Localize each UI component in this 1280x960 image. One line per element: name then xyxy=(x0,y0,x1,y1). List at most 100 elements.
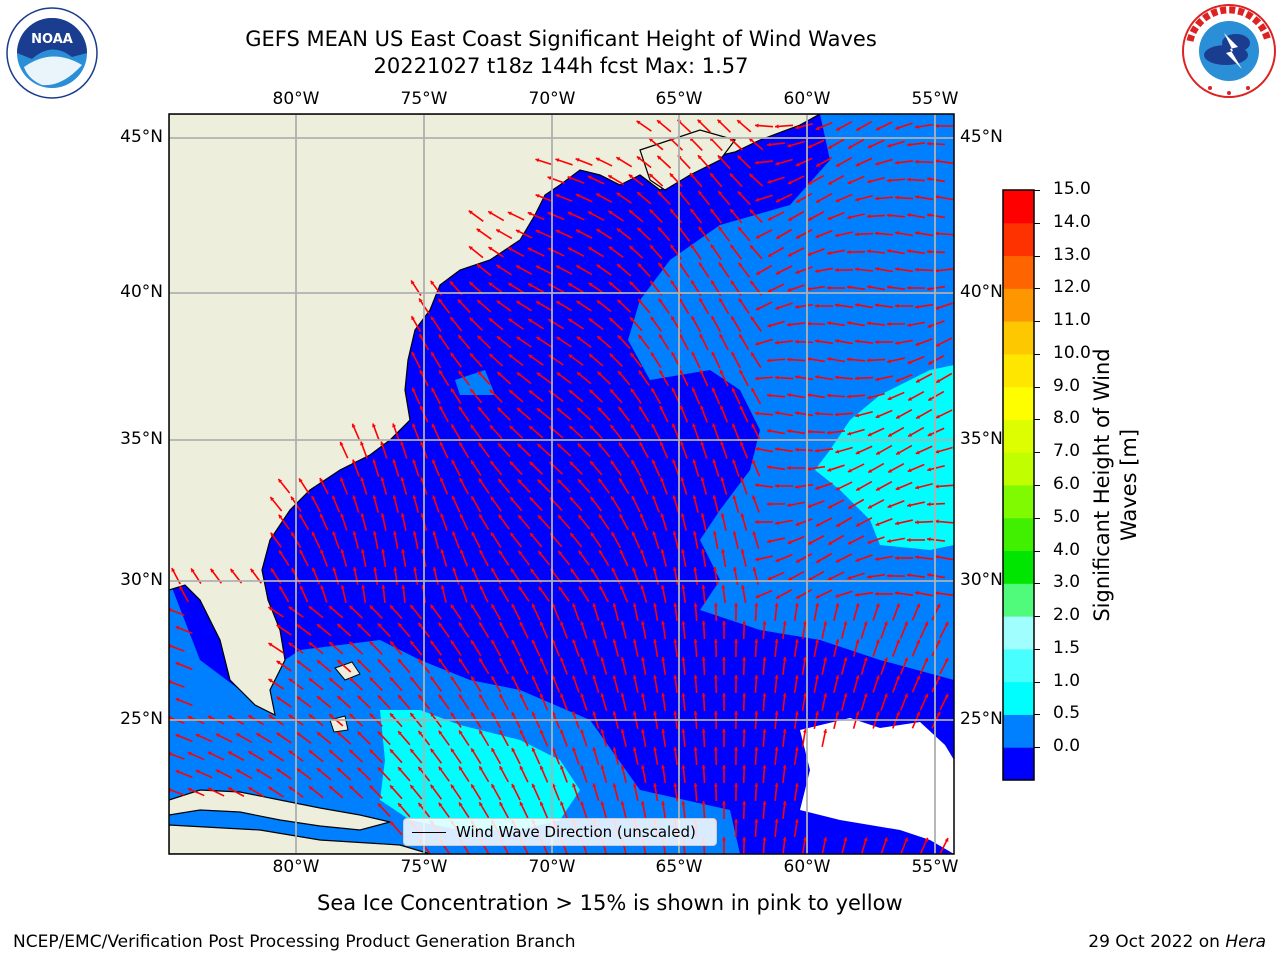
wave-arrow-head xyxy=(320,549,324,554)
wave-arrow-head xyxy=(935,449,940,454)
wave-arrow-head xyxy=(681,765,686,769)
wave-arrow-head xyxy=(775,558,780,562)
wave-arrow-head xyxy=(640,585,645,590)
wave-arrow-head xyxy=(907,177,911,182)
wave-arrow-head xyxy=(649,209,654,214)
wave-arrow-head xyxy=(597,336,602,340)
wave-arrow-head xyxy=(547,211,552,216)
wave-arrow-head xyxy=(794,783,799,787)
wave-arrow-head xyxy=(742,621,747,625)
wave-arrow-head xyxy=(276,732,281,737)
wave-arrow-head xyxy=(928,360,933,365)
wave-arrow-head xyxy=(935,555,939,560)
wave-arrow-head xyxy=(278,478,283,483)
wave-arrow-head xyxy=(734,747,739,751)
wave-arrow-head xyxy=(712,495,717,500)
credit-line: NCEP/EMC/Verification Post Processing Pr… xyxy=(13,932,576,952)
wave-arrow-head xyxy=(560,621,564,626)
y-tick: 30°N xyxy=(120,570,163,590)
colorbar-cell xyxy=(1003,550,1034,584)
wave-arrow-head xyxy=(320,585,325,590)
wave-arrow-head xyxy=(915,195,919,200)
wave-arrow-head xyxy=(795,339,799,344)
wave-arrow-head xyxy=(491,640,496,645)
wave-arrow-head xyxy=(637,227,642,232)
wave-arrow-head xyxy=(552,711,556,716)
wave-arrow-head xyxy=(319,513,324,518)
wave-arrow-head xyxy=(619,478,623,483)
wave-arrow-head xyxy=(742,765,747,769)
wave-arrow-head xyxy=(847,575,852,580)
wave-arrow-head xyxy=(755,234,760,239)
colorbar-tick: 1.0 xyxy=(1053,670,1081,691)
wave-arrow-head xyxy=(497,407,502,412)
wave-arrow-head xyxy=(511,747,516,752)
wave-arrow-head xyxy=(419,298,423,303)
wave-arrow-head xyxy=(175,662,180,666)
colorbar-cell xyxy=(1003,616,1034,650)
colorbar-cell xyxy=(1003,222,1034,257)
wave-arrow-head xyxy=(652,495,656,500)
wave-arrow-head xyxy=(357,767,362,772)
wave-arrow-head xyxy=(496,229,501,234)
wave-arrow-head xyxy=(752,495,757,500)
wave-arrow-head xyxy=(692,531,697,535)
wave-arrow-head xyxy=(935,195,939,200)
wave-arrow-head xyxy=(398,695,402,700)
wave-arrow-head xyxy=(390,677,394,682)
wave-arrow-head xyxy=(519,765,524,770)
wave-arrow-head xyxy=(256,733,261,737)
wave-arrow-head xyxy=(459,513,464,518)
wave-arrow-head xyxy=(718,262,723,267)
wave-arrow-head xyxy=(802,621,807,625)
wave-arrow-head xyxy=(658,298,663,303)
wave-arrow-head xyxy=(556,265,561,270)
wave-arrow-head xyxy=(451,459,456,464)
wave-arrow-head xyxy=(721,801,726,805)
wave-arrow-head xyxy=(619,514,624,519)
wave-arrow-head xyxy=(528,283,533,288)
wave-zone-0.5-b xyxy=(455,370,495,395)
wave-arrow-head xyxy=(499,802,504,807)
wave-arrow-head xyxy=(775,270,780,275)
wave-arrow-head xyxy=(250,568,255,573)
wave-arrow-head xyxy=(752,567,757,572)
wave-arrow-head xyxy=(875,377,880,382)
wave-arrow-head xyxy=(895,378,900,382)
wave-arrow-head xyxy=(693,603,698,607)
nodata-zone xyxy=(800,718,954,854)
wave-arrow-head xyxy=(469,281,474,286)
wave-arrow-head xyxy=(904,657,908,662)
wave-arrow-head xyxy=(835,711,840,716)
wave-arrow-head xyxy=(787,502,791,508)
wave-arrow-head xyxy=(807,144,812,149)
wave-arrow-head xyxy=(734,639,739,643)
y-tick: 35°N xyxy=(960,429,1003,449)
wave-arrow-head xyxy=(690,244,695,249)
wave-arrow-head xyxy=(823,621,828,625)
wave-arrow-head xyxy=(460,549,464,554)
wave-arrow-head xyxy=(268,643,273,647)
wave-arrow-head xyxy=(430,712,435,717)
wave-arrow-head xyxy=(537,515,542,520)
wave-arrow-head xyxy=(895,521,899,526)
wave-arrow-head xyxy=(596,193,601,198)
wave-arrow-head xyxy=(774,675,779,679)
wave-arrow-head xyxy=(568,319,573,323)
wave-arrow-head xyxy=(558,550,563,555)
wave-arrow-head xyxy=(390,785,394,790)
wave-arrow-head xyxy=(855,592,859,597)
x-tick: 55°W xyxy=(911,857,959,877)
wave-arrow-head xyxy=(296,660,301,665)
wave-arrow-head xyxy=(815,639,820,643)
colorbar-tick-mark xyxy=(1034,550,1040,552)
wave-arrow-head xyxy=(552,747,556,752)
wave-arrow-head xyxy=(528,319,533,323)
wave-arrow-head xyxy=(560,657,564,662)
wave-arrow-head xyxy=(762,657,767,661)
wave-arrow-head xyxy=(693,747,698,751)
wave-arrow-head xyxy=(438,766,443,771)
wave-arrow-head xyxy=(883,621,888,626)
wave-arrow-head xyxy=(570,532,575,537)
wave-arrow-head xyxy=(440,585,445,590)
